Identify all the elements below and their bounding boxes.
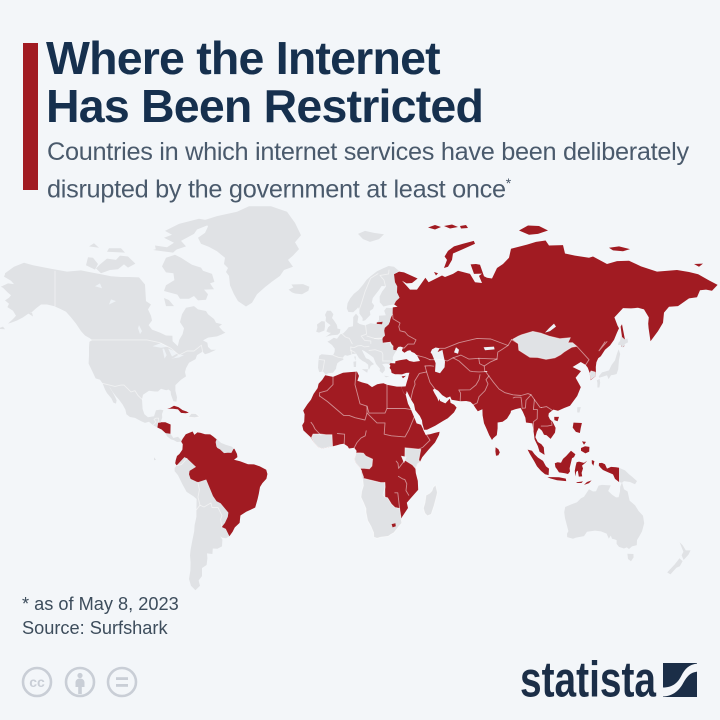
svg-text:statista: statista bbox=[520, 657, 657, 699]
svg-text:cc: cc bbox=[29, 674, 45, 690]
